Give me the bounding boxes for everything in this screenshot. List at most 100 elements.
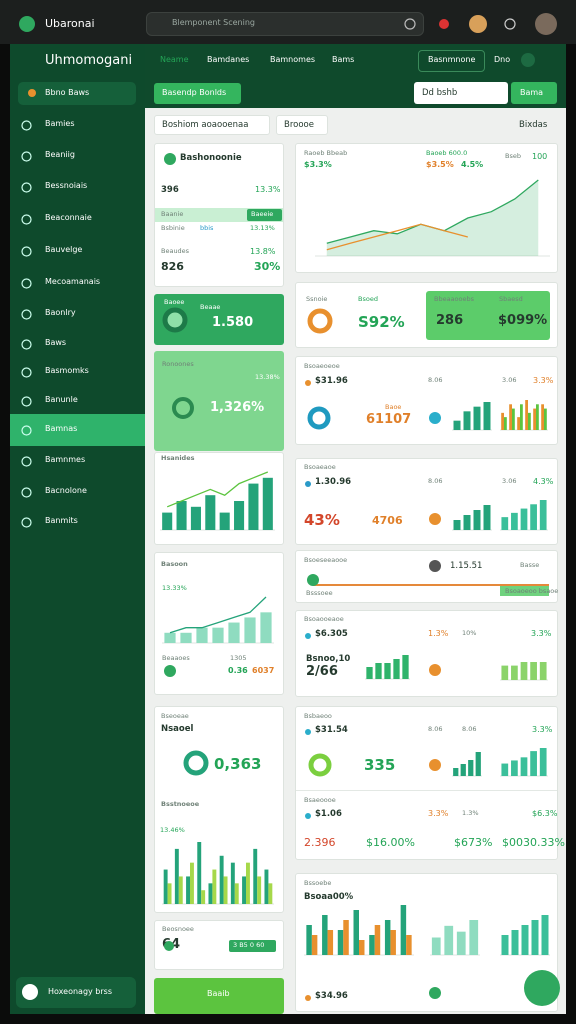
nav-item[interactable]: Banmits [45, 516, 78, 525]
icon [164, 665, 176, 677]
mini-chart [315, 179, 550, 257]
bar [384, 663, 391, 679]
label: 1.3% [428, 629, 449, 638]
icon [521, 53, 535, 67]
nav-item[interactable]: Bamnas [45, 424, 78, 433]
icon [305, 995, 311, 1001]
nav-item[interactable]: Banunle [45, 395, 78, 404]
label: 8.06 [462, 725, 477, 733]
nav-item[interactable]: Bacnolone [45, 486, 87, 495]
label: Ssnoie [306, 295, 328, 303]
avatar [469, 15, 487, 33]
label: $6.305 [315, 629, 348, 639]
nav-item[interactable]: Beaniig [45, 150, 75, 159]
bar [178, 876, 183, 904]
fab-button[interactable] [524, 970, 560, 1006]
text-input[interactable] [414, 82, 508, 104]
label: Sbaesd [499, 295, 523, 303]
filter-select[interactable] [154, 115, 270, 135]
label: 0.36 [228, 666, 248, 675]
sidebar-button[interactable] [18, 82, 136, 105]
bar [167, 883, 172, 904]
label: Bsstnoeoe [161, 800, 200, 808]
bar [212, 869, 217, 904]
card [295, 706, 558, 860]
bar [246, 862, 250, 904]
search-box[interactable] [146, 12, 424, 36]
mini-chart [500, 662, 548, 681]
tag [247, 209, 282, 221]
active-nav-item[interactable] [10, 414, 145, 446]
bar [528, 412, 531, 430]
nav-icon [20, 119, 32, 131]
tab[interactable]: Bams [332, 55, 355, 64]
mini-chart [452, 402, 492, 431]
label: 1.15.51 [450, 561, 483, 571]
icon [429, 513, 441, 525]
donut [308, 753, 332, 777]
tab[interactable]: Bamnomes [270, 55, 316, 64]
tab[interactable]: Bamdanes [207, 55, 250, 64]
label: 2.396 [304, 836, 336, 849]
label: 1.580 [212, 315, 254, 330]
bar [322, 915, 328, 955]
bar [539, 662, 547, 680]
bar [483, 402, 491, 430]
bar [208, 883, 213, 904]
bar [453, 768, 459, 776]
bar [228, 622, 240, 643]
label: 4706 [372, 514, 403, 527]
tab[interactable]: Neame [160, 55, 189, 64]
icon [307, 574, 319, 586]
bar [176, 501, 187, 530]
nav-item[interactable]: Baws [45, 338, 67, 347]
bar [511, 665, 518, 680]
header-select[interactable] [418, 50, 485, 72]
bar [163, 869, 168, 904]
bar [501, 412, 504, 430]
user-name: Hoxeonagy brss [48, 987, 112, 996]
avatar [535, 13, 557, 35]
bar [520, 508, 528, 530]
bar [501, 763, 509, 776]
label: 8.06 [428, 477, 443, 485]
action-button[interactable] [511, 82, 557, 104]
bar [504, 417, 507, 430]
label: Baaib [207, 989, 230, 998]
nav-item[interactable]: Beaconnaie [45, 213, 92, 222]
label: Raoeb Bbeab [304, 149, 348, 157]
bar [400, 905, 407, 955]
bar [384, 920, 391, 955]
icon [429, 412, 441, 424]
nav-item[interactable]: Bauvelge [45, 245, 83, 254]
icon [164, 153, 176, 165]
label: 1,326% [210, 400, 265, 415]
nav-item[interactable]: Basmomks [45, 366, 89, 375]
icon [305, 633, 311, 639]
tag [229, 940, 276, 952]
nav-item[interactable]: Baonlry [45, 308, 76, 317]
nav-item[interactable]: Bessnoiais [45, 181, 88, 190]
label: $31.54 [315, 725, 348, 735]
primary-button[interactable] [154, 83, 241, 104]
bar [244, 617, 256, 643]
bottom-button[interactable] [154, 978, 284, 1014]
nav-item[interactable]: Mecoamanais [45, 277, 101, 286]
nav-icon [20, 366, 32, 378]
donut [172, 397, 194, 419]
icon [164, 941, 174, 951]
nav-icon [20, 181, 32, 193]
bar [501, 935, 509, 955]
filter-chip[interactable] [276, 115, 328, 135]
nav-item[interactable]: Bamies [45, 119, 75, 128]
label: Beaae [200, 303, 221, 311]
icon [305, 995, 311, 1001]
bar [343, 920, 349, 955]
nav-icon [20, 338, 32, 350]
icon [439, 19, 449, 29]
donut [307, 406, 331, 430]
nav-item[interactable]: Bamnmes [45, 455, 86, 464]
label: Bssoebe [304, 879, 332, 887]
label: $16.00% [366, 836, 415, 849]
